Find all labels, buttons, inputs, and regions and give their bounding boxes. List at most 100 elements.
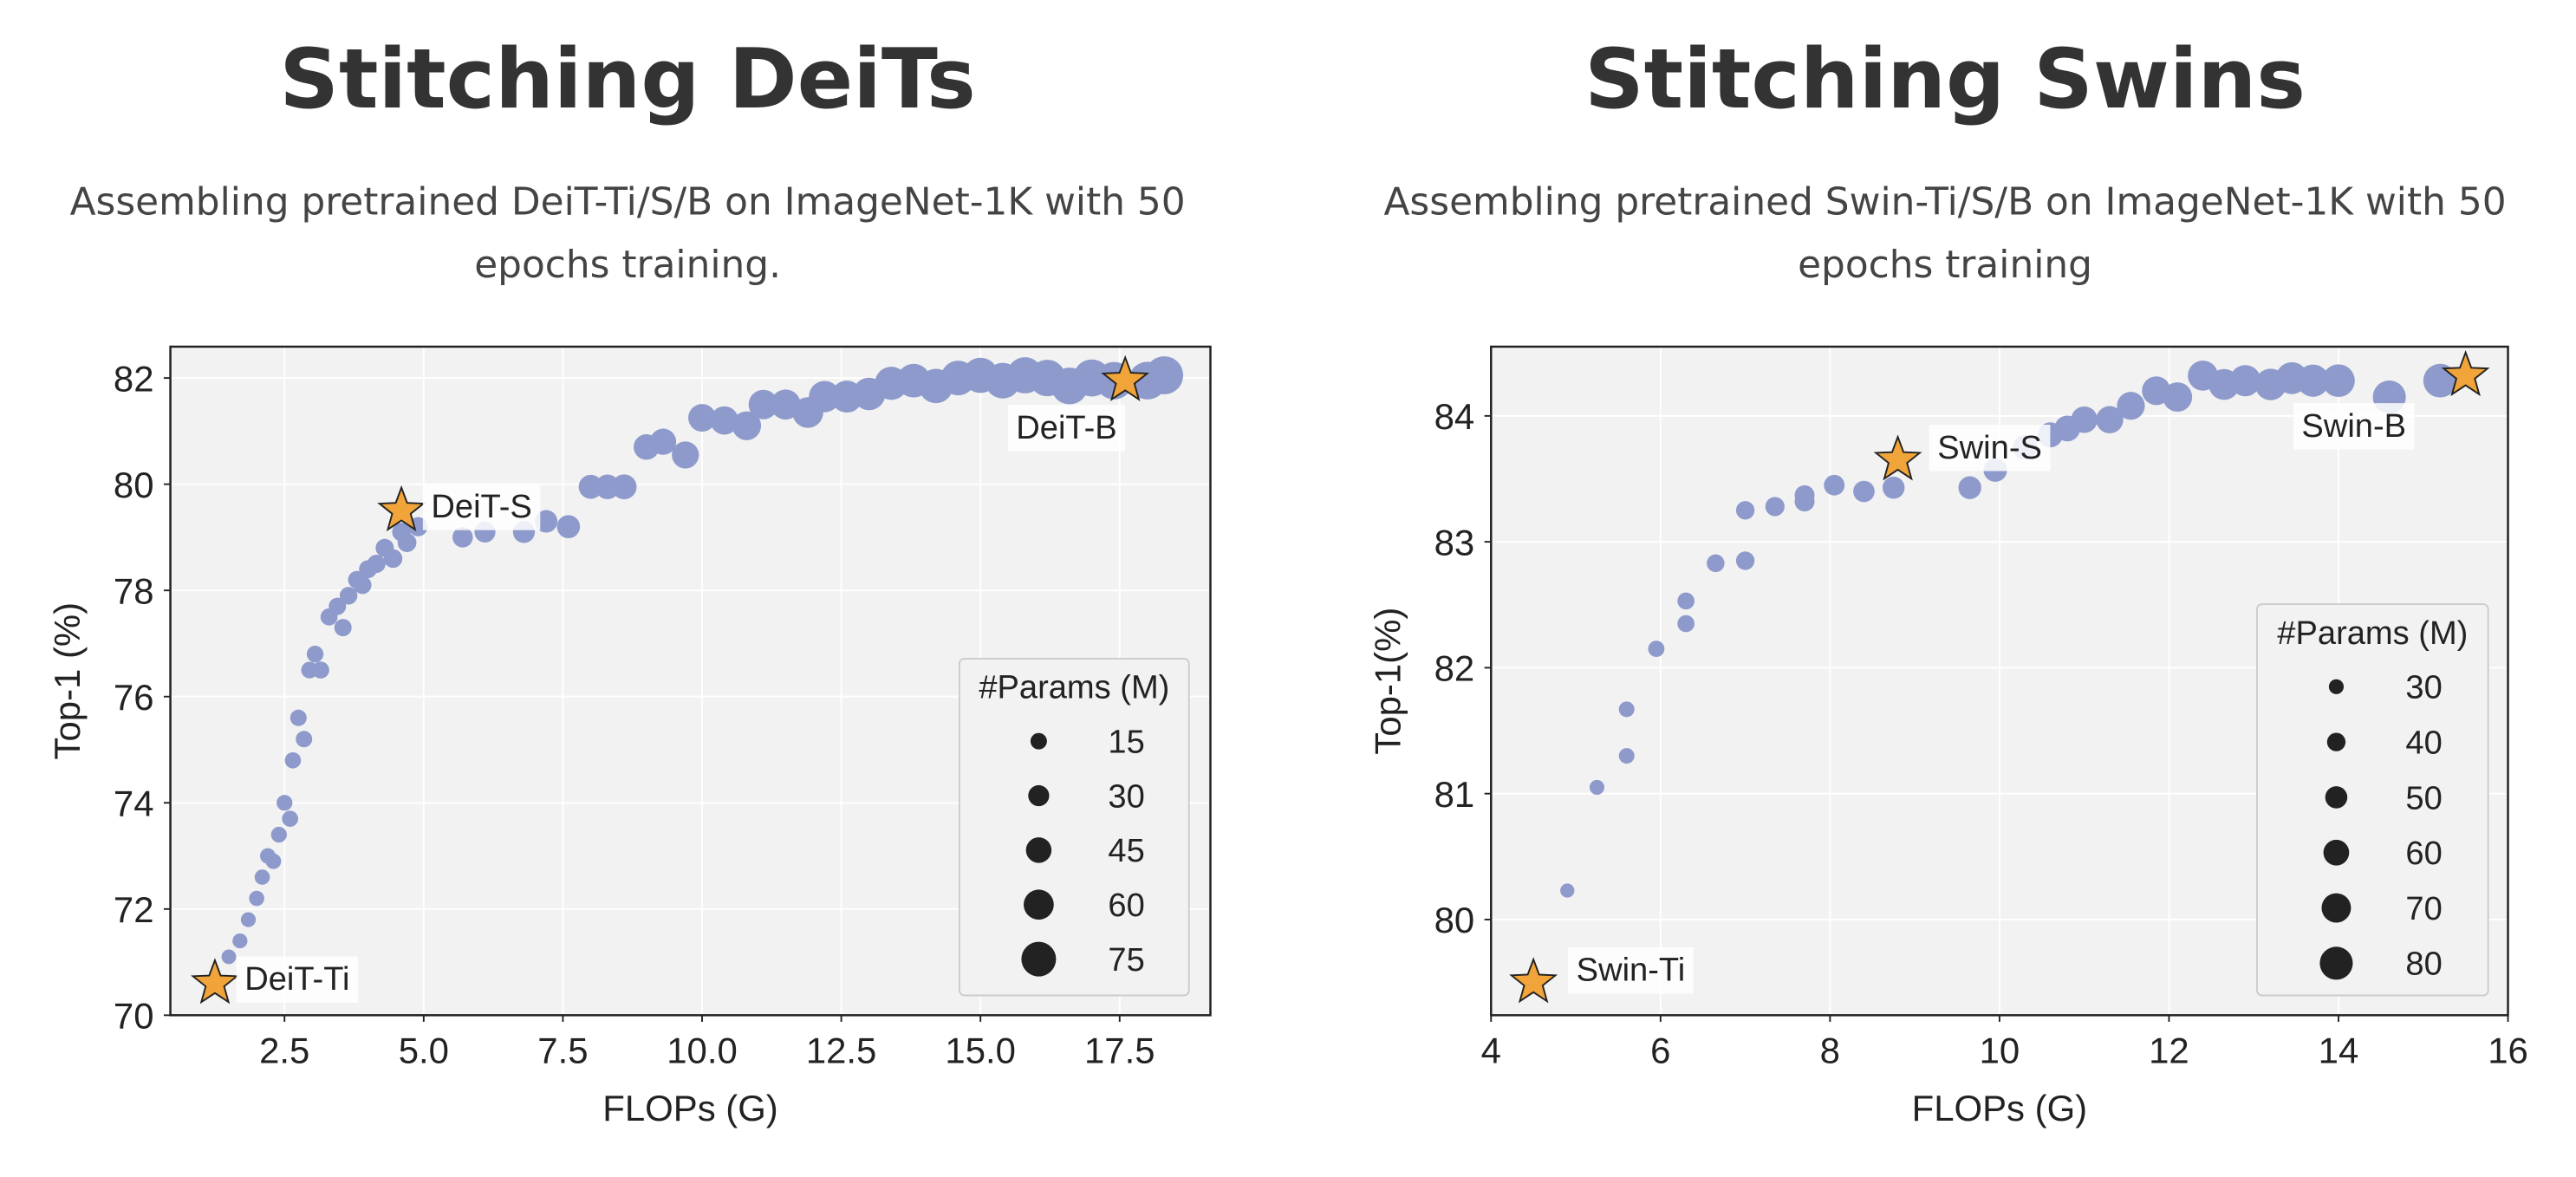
legend-marker bbox=[2325, 786, 2348, 809]
x-tick-label: 5.0 bbox=[399, 1031, 449, 1071]
x-tick-label: 2.5 bbox=[259, 1031, 309, 1071]
data-point bbox=[334, 619, 352, 637]
legend-label: 60 bbox=[2405, 836, 2442, 872]
data-point bbox=[1618, 701, 1635, 718]
model-star bbox=[377, 484, 426, 532]
data-point bbox=[221, 949, 237, 965]
data-point bbox=[339, 587, 358, 605]
x-tick-label: 16 bbox=[2488, 1031, 2528, 1071]
x-tick-label: 7.5 bbox=[537, 1031, 588, 1071]
annotation-background bbox=[2293, 403, 2415, 450]
legend-label: 75 bbox=[1108, 942, 1144, 979]
y-tick-label: 70 bbox=[114, 996, 154, 1037]
annotation-label: Swin-B bbox=[2301, 408, 2406, 445]
data-point bbox=[397, 533, 417, 552]
data-point bbox=[1648, 641, 1665, 658]
data-point bbox=[672, 441, 699, 469]
data-point bbox=[265, 853, 282, 869]
model-star bbox=[1509, 957, 1558, 1004]
legend-label: 15 bbox=[1108, 725, 1144, 761]
annotation-background bbox=[1568, 946, 1694, 994]
data-point bbox=[1589, 779, 1605, 795]
annotation-label: DeiT-Ti bbox=[244, 961, 349, 998]
data-point bbox=[809, 380, 841, 413]
data-point bbox=[1794, 484, 1815, 505]
data-point bbox=[2096, 406, 2124, 433]
data-point bbox=[1677, 615, 1695, 633]
x-tick-label: 10.0 bbox=[667, 1031, 738, 1071]
data-point bbox=[748, 389, 778, 419]
annotation-background bbox=[422, 484, 541, 530]
x-tick-label: 15.0 bbox=[945, 1031, 1016, 1071]
x-tick-label: 6 bbox=[1650, 1031, 1670, 1071]
annotation-background bbox=[236, 956, 359, 1003]
data-point bbox=[535, 510, 558, 533]
data-point bbox=[306, 646, 324, 663]
data-point bbox=[270, 826, 287, 843]
x-tick-label: 8 bbox=[1820, 1031, 1840, 1071]
y-tick-label: 82 bbox=[1434, 648, 1475, 689]
data-point bbox=[1145, 356, 1184, 394]
legend-marker bbox=[2326, 732, 2346, 751]
data-point bbox=[710, 406, 739, 435]
data-point bbox=[276, 795, 293, 811]
data-point bbox=[1882, 476, 1905, 499]
annotation-label: DeiT-S bbox=[431, 489, 531, 525]
subtitle-box: Assembling pretrained DeiT-Ti/S/B on Ima… bbox=[69, 181, 1186, 288]
data-point bbox=[1707, 554, 1725, 573]
data-point bbox=[1735, 551, 1755, 570]
x-axis-label: FLOPs (G) bbox=[1912, 1088, 2087, 1128]
data-point bbox=[2117, 392, 2145, 420]
y-tick-label: 81 bbox=[1434, 774, 1475, 815]
annotation-label: Swin-S bbox=[1937, 430, 2042, 466]
y-tick-label: 78 bbox=[114, 570, 154, 611]
model-star bbox=[1101, 354, 1150, 401]
data-point bbox=[367, 555, 386, 574]
legend-marker bbox=[1021, 941, 1057, 977]
legend-label: 70 bbox=[2405, 891, 2442, 927]
y-tick-label: 80 bbox=[114, 465, 154, 505]
legend-label: 40 bbox=[2405, 725, 2442, 761]
x-axis-label: FLOPs (G) bbox=[602, 1088, 777, 1128]
legend-title: #Params (M) bbox=[979, 670, 1169, 706]
y-axis-label: Top-1 (%) bbox=[47, 602, 88, 760]
data-point bbox=[1618, 748, 1635, 764]
chart-subtitle: Assembling pretrained DeiT-Ti/S/B on Ima… bbox=[69, 181, 1186, 288]
legend-label: 80 bbox=[2405, 946, 2442, 983]
y-tick-label: 72 bbox=[114, 889, 154, 930]
legend-box bbox=[959, 657, 1190, 997]
data-point bbox=[556, 515, 581, 539]
legend-label: 60 bbox=[1108, 888, 1144, 924]
x-tick-label: 12.5 bbox=[806, 1031, 877, 1071]
data-point bbox=[1824, 474, 1845, 496]
chart-panel: Stitching DeiTs Assembling pretrained Dei… bbox=[47, 32, 1212, 1128]
y-tick-label: 83 bbox=[1434, 522, 1475, 562]
data-point bbox=[312, 661, 329, 679]
y-tick-label: 84 bbox=[1434, 396, 1475, 437]
legend-title: #Params (M) bbox=[2277, 615, 2468, 652]
data-point bbox=[254, 869, 270, 885]
subtitle-box: Assembling pretrained Swin-Ti/S/B on Ima… bbox=[1383, 182, 2506, 288]
data-point bbox=[649, 428, 677, 455]
legend-marker bbox=[2323, 839, 2350, 866]
legend-label: 30 bbox=[2405, 670, 2442, 706]
legend-label: 30 bbox=[1108, 778, 1144, 815]
data-point bbox=[2297, 364, 2330, 397]
data-point bbox=[1677, 592, 1695, 610]
data-point bbox=[353, 575, 372, 595]
legend-marker bbox=[1030, 732, 1047, 750]
legend-marker bbox=[1028, 784, 1050, 807]
data-point bbox=[1735, 501, 1755, 520]
legend-marker bbox=[2328, 679, 2345, 694]
annotation-background bbox=[1007, 405, 1126, 452]
x-tick-label: 17.5 bbox=[1084, 1031, 1155, 1071]
data-point bbox=[1958, 476, 1981, 499]
data-point bbox=[2322, 364, 2355, 398]
plot-frame bbox=[169, 345, 1212, 1017]
data-point bbox=[452, 527, 473, 548]
x-tick-label: 12 bbox=[2149, 1031, 2189, 1071]
y-tick-label: 82 bbox=[114, 358, 154, 399]
legend-marker bbox=[1025, 837, 1052, 863]
model-star bbox=[1873, 434, 1922, 481]
